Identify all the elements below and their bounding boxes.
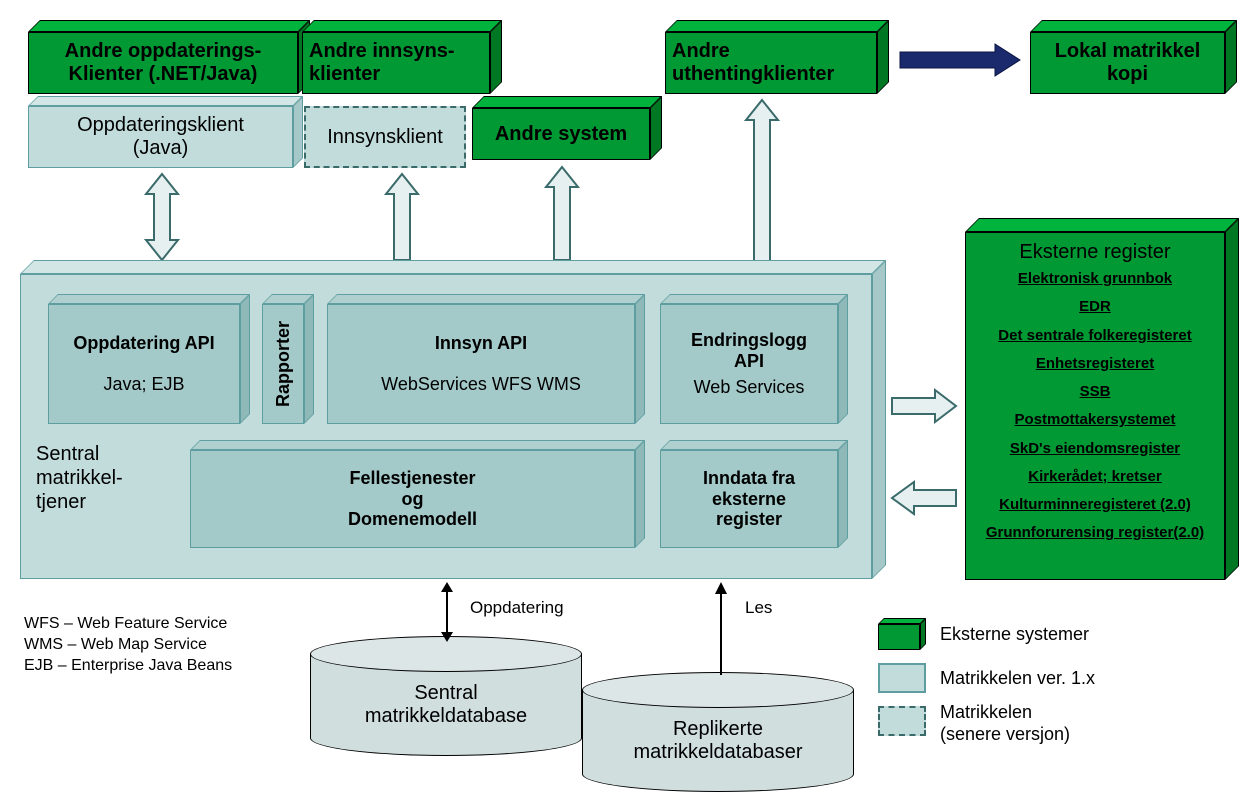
oppdateringsklient-l1: Oppdateringsklient — [77, 114, 244, 137]
fellestjenester-l3: Domenemodell — [348, 509, 477, 530]
arrow-uthenting-lokal — [895, 40, 1025, 80]
legend-eksterne-label: Eksterne systemer — [940, 624, 1089, 645]
legend-dashed-swatch — [878, 706, 926, 736]
rapporter-label: Rapporter — [273, 321, 294, 407]
eksterne-item: Det sentrale folkeregisteret — [976, 327, 1214, 344]
glossary-wms: WMS – Web Map Service — [24, 635, 232, 656]
inndata-l2: eksterne — [712, 489, 786, 510]
arrow-in-eksterne — [890, 480, 960, 516]
eksterne-item: SkD's eiendomsregister — [976, 440, 1214, 457]
oppdatering-api-sub: Java; EJB — [103, 374, 184, 395]
sentral-tjener-title: Sentral matrikkel- tjener — [36, 442, 123, 514]
replikerte-db-l1: Replikerte — [673, 718, 763, 741]
endringslogg-l2: API — [734, 351, 764, 372]
inndata-l3: register — [716, 509, 782, 530]
arrow-les-db — [706, 582, 736, 677]
andre-uthenting-l1: Andre — [672, 40, 730, 63]
legend-lightblue-swatch — [878, 663, 926, 693]
eksterne-item: Elektronisk grunnbok — [976, 270, 1214, 287]
andre-innsyns-l1: Andre innsyns- — [309, 40, 455, 63]
replikerte-db-l2: matrikkeldatabaser — [634, 741, 803, 764]
andre-oppdaterings-l1: Andre oppdaterings- — [65, 40, 262, 63]
andre-system-label: Andre system — [495, 123, 627, 146]
eksterne-item: Grunnforurensing register(2.0) — [976, 524, 1214, 541]
replikerte-db-cylinder: Replikerte matrikkeldatabaser — [582, 672, 854, 792]
innsynsklient-label: Innsynsklient — [327, 126, 443, 149]
oppdatering-api-title: Oppdatering API — [73, 333, 214, 354]
eksterne-title: Eksterne register — [976, 241, 1214, 264]
fellestjenester-l1: Fellestjenester — [349, 468, 475, 489]
innsynsklient-box: Innsynsklient — [304, 106, 466, 168]
eksterne-item: Postmottakersystemet — [976, 411, 1214, 428]
arrow-oppdatering-db — [432, 582, 462, 642]
andre-uthenting-l2: uthentingklienter — [672, 63, 834, 86]
eksterne-item: Kulturminneregisteret (2.0) — [976, 496, 1214, 513]
oppdatering-label: Oppdatering — [470, 598, 564, 618]
eksterne-item: Kirkerådet; kretser — [976, 468, 1214, 485]
andre-oppdaterings-l2: Klienter (.NET/Java) — [69, 63, 258, 86]
glossary-ejb: EJB – Enterprise Java Beans — [24, 656, 232, 677]
lokal-matrikkel-l2: kopi — [1107, 63, 1148, 86]
andre-innsyns-l2: klienter — [309, 63, 380, 86]
innsyn-api-title: Innsyn API — [435, 333, 527, 354]
glossary: WFS – Web Feature Service WMS – Web Map … — [24, 614, 232, 676]
legend-senere-label: Matrikkelen (senere versjon) — [940, 702, 1070, 745]
fellestjenester-l2: og — [402, 489, 424, 510]
arrow-system-up — [540, 165, 584, 262]
legend-matrikkel1x-label: Matrikkelen ver. 1.x — [940, 668, 1095, 689]
lokal-matrikkel-l1: Lokal matrikkel — [1055, 40, 1201, 63]
endringslogg-l1: Endringslogg — [691, 330, 807, 351]
eksterne-item: SSB — [976, 383, 1214, 400]
arrow-uthenting-up — [740, 98, 784, 263]
sentral-db-l2: matrikkeldatabase — [365, 705, 527, 728]
oppdateringsklient-l2: (Java) — [133, 137, 189, 160]
arrow-oppdatering-double — [140, 172, 184, 262]
les-label: Les — [745, 598, 772, 618]
glossary-wfs: WFS – Web Feature Service — [24, 614, 232, 635]
endringslogg-sub: Web Services — [694, 377, 805, 398]
arrow-innsyn-up — [380, 172, 424, 262]
eksterne-item: EDR — [976, 298, 1214, 315]
eksterne-list: Elektronisk grunnbok EDR Det sentrale folk… — [976, 270, 1214, 542]
sentral-db-l1: Sentral — [414, 682, 477, 705]
arrow-out-eksterne — [890, 388, 960, 424]
inndata-l1: Inndata fra — [703, 468, 795, 489]
eksterne-item: Enhetsregisteret — [976, 355, 1214, 372]
sentral-db-cylinder: Sentral matrikkeldatabase — [310, 636, 582, 756]
innsyn-api-sub: WebServices WFS WMS — [381, 374, 581, 395]
